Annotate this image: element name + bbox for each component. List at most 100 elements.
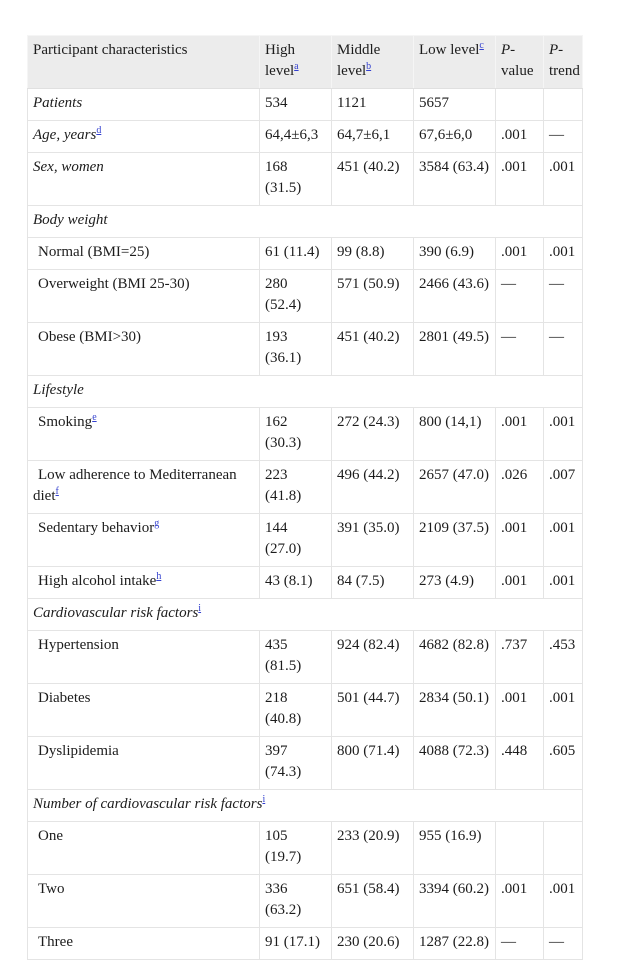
- cell-p-trend: .001: [543, 237, 583, 270]
- cell-low: 955 (16.9): [413, 821, 496, 875]
- cell-p-trend: —: [543, 120, 583, 153]
- section-row-body-weight: Body weight: [27, 205, 583, 238]
- footnote-link-e[interactable]: e: [92, 412, 97, 423]
- cell-p-value: .001: [495, 407, 544, 461]
- row-label: Smoking: [38, 414, 93, 430]
- cell-middle: 501 (44.7): [331, 683, 414, 737]
- section-label: Body weight: [33, 212, 108, 228]
- footnote-link-c[interactable]: c: [479, 40, 484, 51]
- cell-high: 336 (63.2): [259, 874, 332, 928]
- row-label-cell: One: [27, 821, 260, 875]
- header-low-level: Low levelc: [413, 35, 496, 89]
- cell-low: 3394 (60.2): [413, 874, 496, 928]
- row-label-cell: High alcohol intakeh: [27, 566, 260, 599]
- cell-high: 61 (11.4): [259, 237, 332, 270]
- cell-p-value: —: [495, 269, 544, 323]
- cell-p-trend: .001: [543, 407, 583, 461]
- cell-low: 4088 (72.3): [413, 736, 496, 790]
- footnote-link-i[interactable]: i: [198, 603, 202, 614]
- header-high-level-label: High level: [265, 42, 295, 79]
- cell-high: 91 (17.1): [259, 927, 332, 960]
- cell-p-value: —: [495, 322, 544, 376]
- row-label: Diabetes: [38, 690, 91, 706]
- cell-p-trend: —: [543, 269, 583, 323]
- cell-p-value: .001: [495, 120, 544, 153]
- cell-p-value: —: [495, 927, 544, 960]
- footnote-link-d[interactable]: d: [96, 125, 102, 136]
- row-label-cell: Three: [27, 927, 260, 960]
- header-p-trend: P-trend: [543, 35, 583, 89]
- table-row-one: One 105 (19.7) 233 (20.9) 955 (16.9): [27, 821, 583, 875]
- row-label-cell: Overweight (BMI 25-30): [27, 269, 260, 323]
- section-label: Cardiovascular risk factors: [33, 605, 199, 621]
- footnote-link-h[interactable]: h: [156, 571, 162, 582]
- section-row-number-of-risk-factors: Number of cardiovascular risk factorsi: [27, 789, 583, 822]
- cell-p-trend: .453: [543, 630, 583, 684]
- row-label: Two: [38, 881, 65, 897]
- cell-high: 435 (81.5): [259, 630, 332, 684]
- table-row-hypertension: Hypertension 435 (81.5) 924 (82.4) 4682 …: [27, 630, 583, 684]
- cell-p-trend: .001: [543, 513, 583, 567]
- cell-p-trend: [543, 821, 583, 875]
- row-label-cell: Normal (BMI=25): [27, 237, 260, 270]
- cell-low: 4682 (82.8): [413, 630, 496, 684]
- section-row-lifestyle: Lifestyle: [27, 375, 583, 408]
- cell-middle: 391 (35.0): [331, 513, 414, 567]
- footnote-link-a[interactable]: a: [294, 61, 299, 72]
- table-row-age: Age, yearsd 64,4±6,3 64,7±6,1 67,6±6,0 .…: [27, 120, 583, 153]
- cell-middle: 1121: [331, 88, 414, 121]
- footnote-link-b[interactable]: b: [366, 61, 372, 72]
- row-label-cell: Smokinge: [27, 407, 260, 461]
- row-label-cell: Age, yearsd: [27, 120, 260, 153]
- header-middle-level-label: Middle level: [337, 42, 381, 79]
- table-row-sedentary: Sedentary behaviorg 144 (27.0) 391 (35.0…: [27, 513, 583, 567]
- cell-p-value: .001: [495, 513, 544, 567]
- cell-p-value: [495, 821, 544, 875]
- section-label-cell: Cardiovascular risk factorsi: [27, 598, 583, 631]
- footnote-link-i[interactable]: i: [262, 794, 266, 805]
- cell-high: 105 (19.7): [259, 821, 332, 875]
- section-label: Lifestyle: [33, 382, 84, 398]
- cell-middle: 571 (50.9): [331, 269, 414, 323]
- header-p-value: P-value: [495, 35, 544, 89]
- cell-p-value: .001: [495, 683, 544, 737]
- cell-middle: 924 (82.4): [331, 630, 414, 684]
- table-row-mediterranean-diet: Low adherence to Mediterranean dietf 223…: [27, 460, 583, 514]
- table-row-sex: Sex, women 168 (31.5) 451 (40.2) 3584 (6…: [27, 152, 583, 206]
- footnote-link-g[interactable]: g: [154, 518, 160, 529]
- section-label: Number of cardiovascular risk factors: [33, 796, 263, 812]
- cell-p-trend: —: [543, 322, 583, 376]
- table-row-two: Two 336 (63.2) 651 (58.4) 3394 (60.2) .0…: [27, 874, 583, 928]
- table-row-patients: Patients 534 1121 5657: [27, 88, 583, 121]
- row-label: Dyslipidemia: [38, 743, 119, 759]
- row-label-cell: Hypertension: [27, 630, 260, 684]
- table-row-smoking: Smokinge 162 (30.3) 272 (24.3) 800 (14,1…: [27, 407, 583, 461]
- row-label: Sedentary behavior: [38, 520, 155, 536]
- header-p-trend-p: P: [549, 42, 559, 58]
- cell-middle: 233 (20.9): [331, 821, 414, 875]
- row-label: Sex, women: [33, 159, 104, 175]
- header-high-level: High levela: [259, 35, 332, 89]
- cell-p-trend: .001: [543, 152, 583, 206]
- row-label: High alcohol intake: [38, 573, 157, 589]
- footnote-link-f[interactable]: f: [55, 486, 59, 497]
- row-label: Three: [38, 934, 73, 950]
- cell-middle: 272 (24.3): [331, 407, 414, 461]
- table-row-normal-bmi: Normal (BMI=25) 61 (11.4) 99 (8.8) 390 (…: [27, 237, 583, 270]
- cell-high: 43 (8.1): [259, 566, 332, 599]
- cell-high: 397 (74.3): [259, 736, 332, 790]
- header-p-value-rest: -value: [501, 42, 534, 79]
- cell-high: 534: [259, 88, 332, 121]
- participant-characteristics-section: Participant characteristics High levela …: [27, 35, 583, 960]
- cell-high: 223 (41.8): [259, 460, 332, 514]
- row-label-cell: Two: [27, 874, 260, 928]
- cell-p-value: .001: [495, 152, 544, 206]
- cell-p-trend: .605: [543, 736, 583, 790]
- cell-p-value: .001: [495, 874, 544, 928]
- cell-p-trend: .001: [543, 683, 583, 737]
- row-label-cell: Diabetes: [27, 683, 260, 737]
- cell-low: 390 (6.9): [413, 237, 496, 270]
- cell-low: 2834 (50.1): [413, 683, 496, 737]
- participant-characteristics-table: Participant characteristics High levela …: [27, 35, 583, 960]
- table-row-obese: Obese (BMI>30) 193 (36.1) 451 (40.2) 280…: [27, 322, 583, 376]
